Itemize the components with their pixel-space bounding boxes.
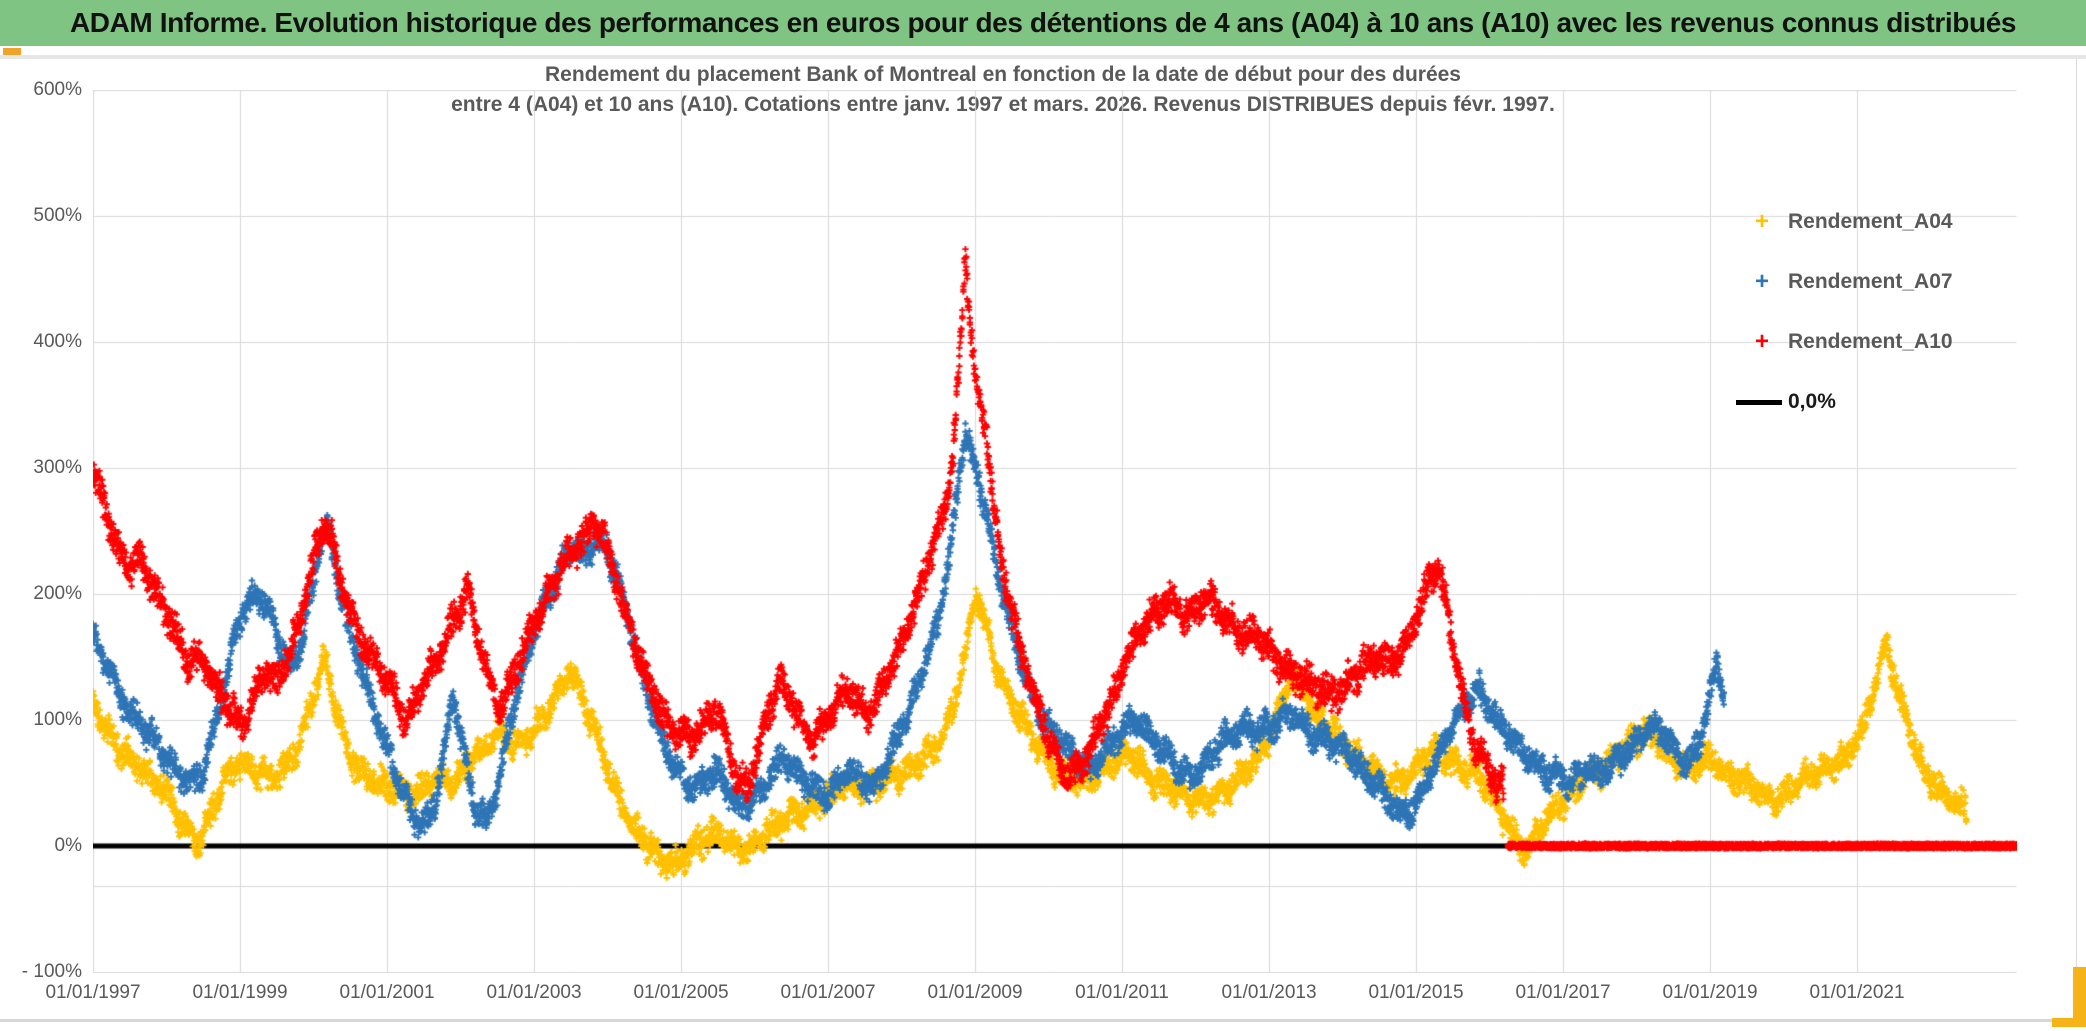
y-tick-label: 300% bbox=[33, 457, 82, 478]
x-tick-label: 01/01/2011 bbox=[1075, 982, 1169, 1003]
x-tick-label: 01/01/2019 bbox=[1662, 982, 1758, 1003]
x-tick-label: 01/01/2001 bbox=[339, 982, 435, 1003]
zero-line-legend-swatch bbox=[1736, 399, 1782, 405]
gold-accent-corner-vertical bbox=[2073, 967, 2086, 1027]
chart-legend: + Rendement_A04 + Rendement_A07 + Rendement_A… bbox=[1736, 192, 2036, 432]
y-tick-label: 400% bbox=[33, 331, 82, 352]
y-tick-label: 200% bbox=[33, 583, 82, 604]
chart-title-line1: Rendement du placement Bank of Montreal … bbox=[545, 63, 1461, 86]
header-banner: ADAM Informe. Evolution historique des p… bbox=[0, 0, 2086, 46]
plus-marker-icon: + bbox=[1754, 268, 1769, 295]
x-tick-label: 01/01/1997 bbox=[45, 982, 141, 1003]
legend-label: Rendement_A07 bbox=[1788, 270, 1953, 293]
legend-item: + Rendement_A04 bbox=[1736, 192, 2036, 252]
x-tick-label: 01/01/2009 bbox=[927, 982, 1023, 1003]
scatter-plot-area bbox=[93, 90, 2017, 973]
x-tick-label: 01/01/1999 bbox=[192, 982, 288, 1003]
divider-strip bbox=[0, 55, 2086, 59]
y-tick-label: - 100% bbox=[21, 961, 82, 982]
y-tick-label: 500% bbox=[33, 205, 82, 226]
x-tick-label: 01/01/2021 bbox=[1809, 982, 1905, 1003]
gold-accent-corner-horizontal bbox=[2052, 1018, 2086, 1027]
legend-item: + Rendement_A10 bbox=[1736, 312, 2036, 372]
x-tick-label: 01/01/2017 bbox=[1515, 982, 1611, 1003]
legend-label: Rendement_A10 bbox=[1788, 330, 1953, 353]
gold-accent-left bbox=[3, 48, 21, 56]
chart-border-right bbox=[2076, 59, 2077, 1019]
x-tick-label: 01/01/2003 bbox=[486, 982, 582, 1003]
y-tick-label: 0% bbox=[54, 835, 82, 856]
plus-marker-icon: + bbox=[1754, 208, 1769, 235]
x-tick-label: 01/01/2007 bbox=[780, 982, 876, 1003]
y-tick-label: 100% bbox=[33, 709, 82, 730]
bottom-divider bbox=[0, 1019, 2086, 1022]
y-tick-label: 600% bbox=[33, 79, 82, 100]
x-tick-label: 01/01/2005 bbox=[633, 982, 729, 1003]
x-tick-label: 01/01/2013 bbox=[1221, 982, 1317, 1003]
x-tick-label: 01/01/2015 bbox=[1368, 982, 1464, 1003]
plus-marker-icon: + bbox=[1754, 328, 1769, 355]
legend-item: + Rendement_A07 bbox=[1736, 252, 2036, 312]
legend-label: 0,0% bbox=[1788, 390, 1836, 413]
legend-label: Rendement_A04 bbox=[1788, 210, 1953, 233]
legend-item: 0,0% bbox=[1736, 372, 2036, 432]
page-title: ADAM Informe. Evolution historique des p… bbox=[69, 7, 2017, 38]
